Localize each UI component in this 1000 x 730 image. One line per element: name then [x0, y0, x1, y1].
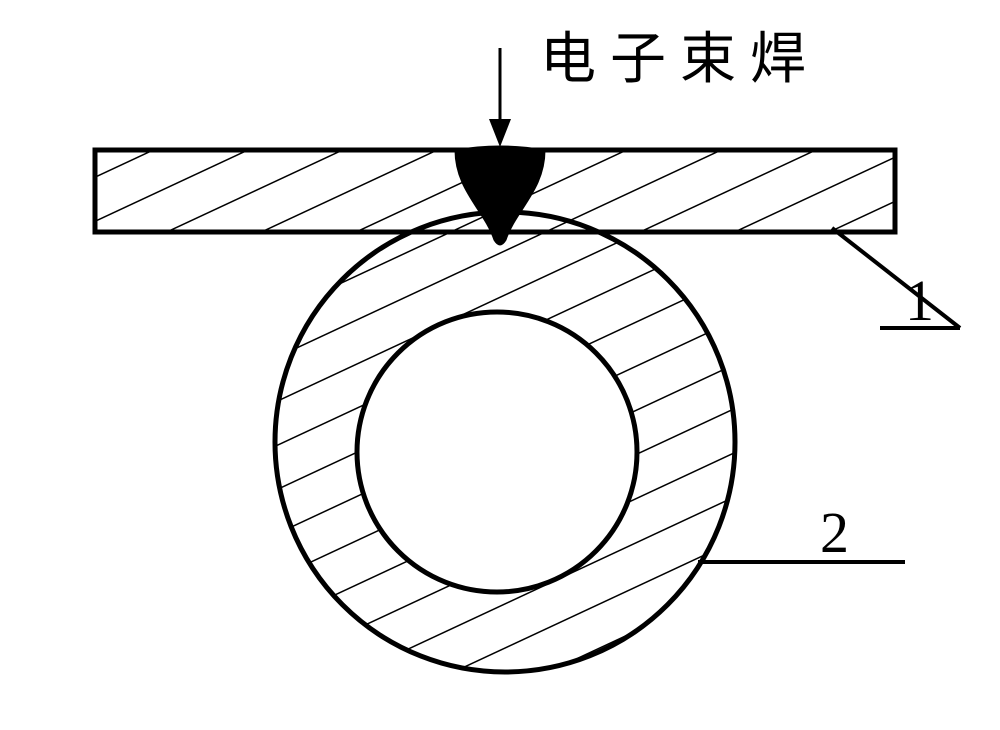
- title-text: 电子束焊: [540, 29, 820, 91]
- label-2: 2: [820, 500, 849, 565]
- label-1: 1: [905, 268, 934, 333]
- leader-1-line: [832, 228, 960, 328]
- beam-arrow-head: [489, 119, 511, 147]
